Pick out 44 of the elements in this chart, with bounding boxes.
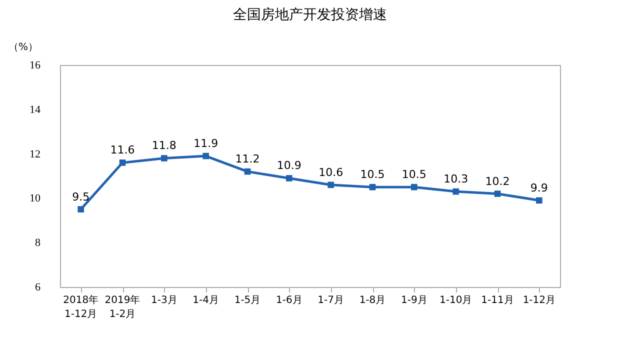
point bbox=[369, 184, 376, 190]
data-label: 10.3 bbox=[444, 172, 468, 186]
y-tick-label: 16 bbox=[30, 60, 41, 72]
y-tick-label: 14 bbox=[30, 104, 41, 116]
point bbox=[244, 168, 251, 175]
data-label: 10.9 bbox=[276, 159, 302, 172]
data-label: 11.2 bbox=[235, 152, 260, 166]
x-tick-label: 1-11月 bbox=[481, 295, 514, 306]
data-label: 11.8 bbox=[152, 139, 176, 152]
x-tick-label: 1-6月 bbox=[276, 295, 302, 306]
x-tick-label: 1-9月 bbox=[400, 295, 428, 306]
y-tick-label: 12 bbox=[30, 148, 40, 160]
point bbox=[328, 182, 334, 188]
point bbox=[452, 188, 459, 195]
y-axis-title: （%） bbox=[8, 42, 38, 53]
data-label: 10.6 bbox=[318, 166, 344, 179]
point bbox=[78, 206, 84, 212]
point bbox=[119, 160, 126, 166]
x-tick-label: 1-7月 bbox=[318, 295, 344, 306]
data-label: 9.9 bbox=[530, 181, 548, 194]
x-tick-label: 1-5月 bbox=[234, 295, 261, 306]
x-tick-label: 1-4月 bbox=[192, 295, 220, 306]
x-tick-label: 1-12月 bbox=[522, 295, 556, 306]
chart-title: 全国房地产开发投资增速 bbox=[233, 7, 387, 23]
point bbox=[494, 190, 501, 197]
x-tick-label: 1-8月 bbox=[359, 295, 386, 306]
data-label: 9.5 bbox=[72, 190, 90, 204]
point bbox=[411, 184, 418, 190]
data-label: 10.5 bbox=[402, 168, 426, 182]
x-tick-label: 2018年 1-12月 bbox=[63, 294, 99, 320]
y-tick-label: 6 bbox=[35, 282, 41, 294]
y-tick-label: 10 bbox=[30, 192, 41, 205]
x-tick-label: 1-3月 bbox=[150, 295, 178, 306]
data-label: 11.6 bbox=[110, 144, 135, 157]
y-tick-label: 8 bbox=[35, 237, 41, 250]
point bbox=[286, 175, 292, 182]
data-label: 10.5 bbox=[360, 168, 385, 182]
point bbox=[202, 152, 209, 160]
point bbox=[536, 197, 542, 204]
data-label: 11.9 bbox=[194, 137, 218, 150]
data-label: 10.2 bbox=[485, 174, 510, 188]
x-tick-label: 2019年 1-2月 bbox=[104, 294, 140, 320]
x-tick-label: 1-10月 bbox=[439, 295, 472, 306]
point bbox=[161, 155, 168, 162]
